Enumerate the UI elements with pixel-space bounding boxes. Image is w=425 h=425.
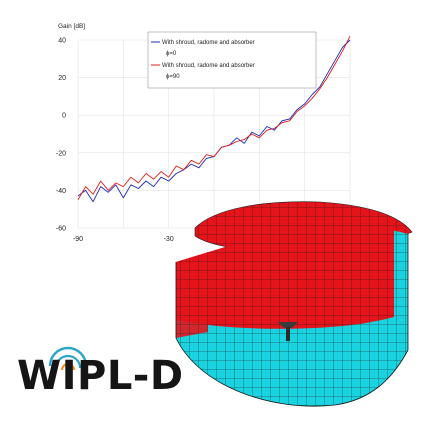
legend-box [147, 31, 317, 89]
legend-sublabel-series-2: ϕ=90 [166, 74, 180, 80]
x-tick-labels: -90 -30 [73, 236, 174, 243]
legend-sublabel-series-1: ϕ=0 [166, 51, 177, 57]
y-tick-label: 0 [62, 113, 66, 120]
x-tick-label: -30 [164, 236, 174, 243]
chart-legend: With shroud, radome and absorber ϕ=0 Wit… [147, 31, 317, 89]
y-tick-label: 20 [58, 75, 66, 82]
radome-body-outline [175, 234, 409, 407]
y-tick-labels: 40 20 0 -20 -40 -60 [56, 38, 66, 233]
radome-3d-model [175, 201, 413, 407]
y-tick-label: -40 [56, 188, 66, 195]
series-line-2 [77, 35, 351, 201]
wipl-d-logo-icon [48, 346, 88, 374]
chart-series [77, 35, 351, 203]
y-tick-label: -60 [56, 226, 66, 233]
y-tick-label: 40 [58, 38, 66, 45]
wipl-d-logo-wordmark: WIPL-D [17, 353, 184, 399]
legend-label-series-1: With shroud, radome and absorber [162, 40, 255, 46]
legend-label-series-2: With shroud, radome and absorber [162, 63, 255, 69]
x-tick-label: -90 [73, 236, 83, 243]
y-axis-title: Gain [dB] [58, 23, 85, 30]
y-tick-label: -20 [56, 150, 66, 157]
feed-antenna [278, 322, 298, 341]
